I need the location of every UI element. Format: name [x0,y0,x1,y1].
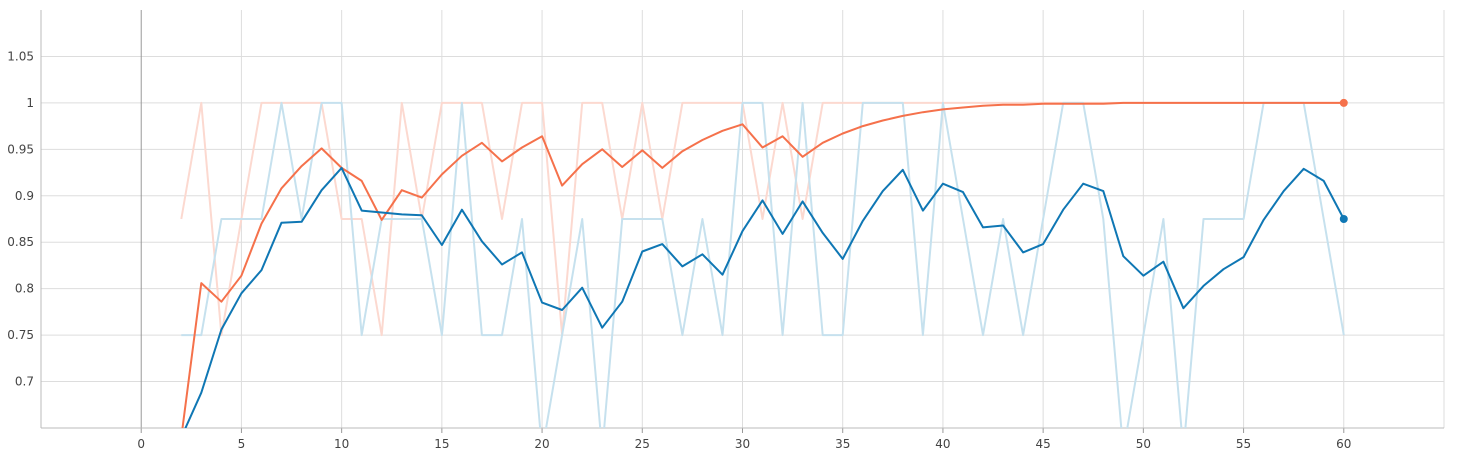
y-tick-label: 0.75 [7,328,34,342]
x-tick-label: 5 [238,437,246,451]
x-tick-label: 25 [635,437,650,451]
series-0-smoothed-line [181,101,1344,428]
x-tick-label: 60 [1336,437,1351,451]
x-tick-label: 50 [1136,437,1151,451]
x-tick-label: 40 [935,437,950,451]
x-tick-label: 55 [1236,437,1251,451]
x-tick-label: 0 [137,437,145,451]
x-tick-label: 30 [735,437,750,451]
x-tick-label: 20 [534,437,549,451]
x-tick-label: 10 [334,437,349,451]
series-1-end-point [1339,215,1348,223]
series-layer [180,101,1345,428]
series-0-end-point [1339,98,1348,107]
y-tick-labels: 0.7 0.75 0.8 0.85 0.9 0.95 1 1.05 [7,49,34,388]
x-tick-label: 45 [1036,437,1051,451]
y-tick-label: 1.05 [7,49,34,63]
x-tick-label: 15 [434,437,449,451]
y-tick-label: 0.85 [7,235,34,249]
series-end-markers [1339,98,1348,223]
y-tick-label: 1 [26,96,34,110]
axes [40,10,1445,433]
y-tick-label: 0.8 [15,282,34,296]
y-tick-label: 0.9 [15,189,34,203]
y-tick-label: 0.95 [7,142,34,156]
series-1-smoothed-line [184,166,1345,428]
series-1-raw-line [181,101,1345,428]
x-tick-label: 35 [835,437,850,451]
x-tick-labels: 0 5 10 15 20 25 30 35 40 45 50 55 60 [137,437,1351,451]
y-tick-label: 0.7 [15,375,34,389]
